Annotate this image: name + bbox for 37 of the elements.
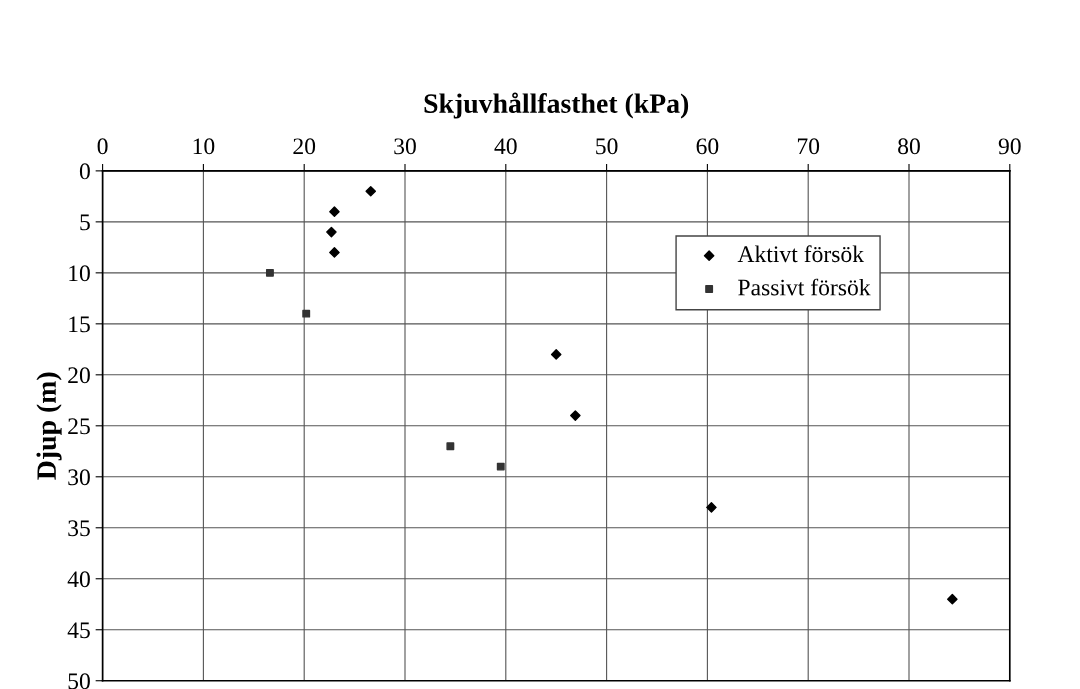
x-tick-label: 0 (97, 138, 108, 155)
point (329, 247, 340, 258)
legend-label: Passivt försök (738, 278, 871, 296)
x-axis-title: Skjuvhållfasthet (kPa) (424, 92, 689, 119)
point (947, 593, 958, 605)
y-tick-label: 45 (67, 622, 90, 639)
point (706, 502, 717, 513)
x-tick-label: 40 (494, 138, 517, 155)
y-tick-label: 0 (79, 163, 90, 180)
y-tick-label: 30 (68, 469, 90, 486)
point (302, 309, 311, 318)
legend-label: Aktivt försök (737, 245, 865, 263)
point (550, 349, 562, 360)
y-tick-label: 10 (69, 265, 90, 282)
x-tick-label: 30 (394, 138, 416, 155)
x-tick-label: 90 (998, 138, 1021, 155)
x-tick-label: 70 (797, 138, 820, 155)
point (329, 206, 340, 217)
point (496, 462, 505, 471)
point (265, 268, 274, 277)
y-tick-label: 20 (68, 367, 90, 384)
y-tick-label: 25 (68, 418, 90, 435)
y-tick-label: 50 (68, 673, 90, 689)
x-tick-label: 60 (696, 138, 719, 155)
point (570, 410, 581, 421)
y-tick-label: 35 (68, 520, 90, 537)
y-tick-label: 15 (69, 316, 90, 333)
x-tick-label: 80 (898, 138, 920, 155)
x-tick-label: 20 (293, 138, 316, 155)
point (365, 185, 377, 197)
point (326, 226, 337, 238)
y-tick-label: 40 (67, 571, 90, 588)
y-tick-label: 5 (80, 214, 90, 231)
y-axis-title: Djup (m) (36, 372, 62, 480)
x-tick-label: 50 (596, 138, 618, 155)
x-tick-label: 10 (193, 138, 215, 155)
point (446, 442, 455, 451)
